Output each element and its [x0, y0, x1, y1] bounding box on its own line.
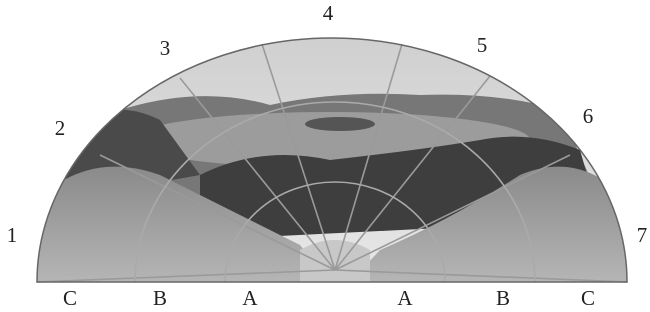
- zone-label: B: [153, 286, 167, 310]
- direction-label: 4: [323, 1, 334, 25]
- direction-label: 1: [7, 223, 18, 247]
- panorama-photo: [30, 30, 640, 290]
- direction-label: 7: [637, 223, 648, 247]
- panorama-figure: 1 2 3 4 5 6 7 C B A A B C: [0, 0, 650, 312]
- zone-label: B: [496, 286, 510, 310]
- zone-label: C: [63, 286, 77, 310]
- zone-label: A: [242, 286, 258, 310]
- zone-label: C: [581, 286, 595, 310]
- direction-label: 3: [160, 36, 171, 60]
- direction-label: 6: [583, 104, 594, 128]
- zone-label: A: [397, 286, 413, 310]
- direction-label: 2: [55, 116, 66, 140]
- direction-label: 5: [477, 33, 488, 57]
